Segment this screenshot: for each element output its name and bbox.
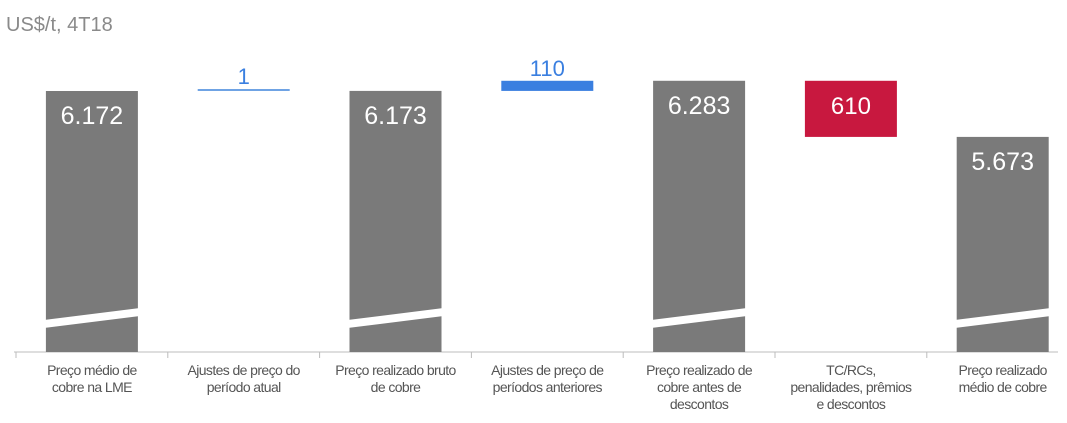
chart-title: US$/t, 4T18 <box>6 14 113 36</box>
category-label-line: Preço realizado de <box>646 362 753 378</box>
category-label-line: períodos anteriores <box>492 379 603 395</box>
bar-value-label: 6.173 <box>364 102 427 130</box>
bar-value-label: 110 <box>530 56 565 81</box>
axis-break-mark <box>946 307 1059 329</box>
bar-increase <box>501 80 594 91</box>
category-label: Preço realizado médio de cobre <box>929 362 1067 396</box>
category-label-line: cobre na LME <box>51 379 133 395</box>
category-label: Ajustes de preço de períodos anteriores <box>473 362 621 396</box>
category-label: Preço realizado de cobre antes de desconto… <box>625 362 773 413</box>
category-label-line: descontos <box>669 396 729 412</box>
bar-value-label: 5.673 <box>971 148 1034 176</box>
category-label-line: Preço realizado <box>958 362 1048 378</box>
category-label-line: Ajustes de preço do <box>187 362 301 378</box>
category-label-line: médio de cobre <box>958 379 1048 395</box>
category-label: TC/RCs, penalidades, prêmios e descontos <box>777 362 925 413</box>
axis-break-mark <box>643 307 756 329</box>
category-label: Preço médio de cobre na LME <box>18 362 166 396</box>
category-label-line: Preço realizado bruto <box>335 362 456 378</box>
category-label-line: Preço médio de <box>47 362 137 378</box>
category-label: Preço realizado bruto de cobre <box>322 362 470 396</box>
category-label-line: e descontos <box>816 396 886 412</box>
bar-value-label: 6.283 <box>668 92 731 120</box>
bar-decrease <box>804 80 897 137</box>
bar-value-label: 6.172 <box>61 102 124 130</box>
bar-value-label: 610 <box>831 93 871 120</box>
axis-break-mark <box>339 307 452 329</box>
bar-total <box>45 91 138 352</box>
category-label-line: TC/RCs, <box>826 362 876 378</box>
category-label-line: penalidades, prêmios <box>790 379 912 395</box>
category-label: Ajustes de preço do período atual <box>170 362 318 396</box>
axis-break-mark <box>35 307 148 329</box>
bar-increase <box>197 89 290 91</box>
category-label-line: de cobre <box>370 379 421 395</box>
category-label-line: período atual <box>206 379 282 395</box>
bar-value-label: 1 <box>238 64 250 89</box>
bar-total <box>349 90 442 353</box>
category-label-line: cobre antes de <box>656 379 742 395</box>
bar-total <box>653 80 746 353</box>
category-label-line: Ajustes de preço de <box>491 362 604 378</box>
